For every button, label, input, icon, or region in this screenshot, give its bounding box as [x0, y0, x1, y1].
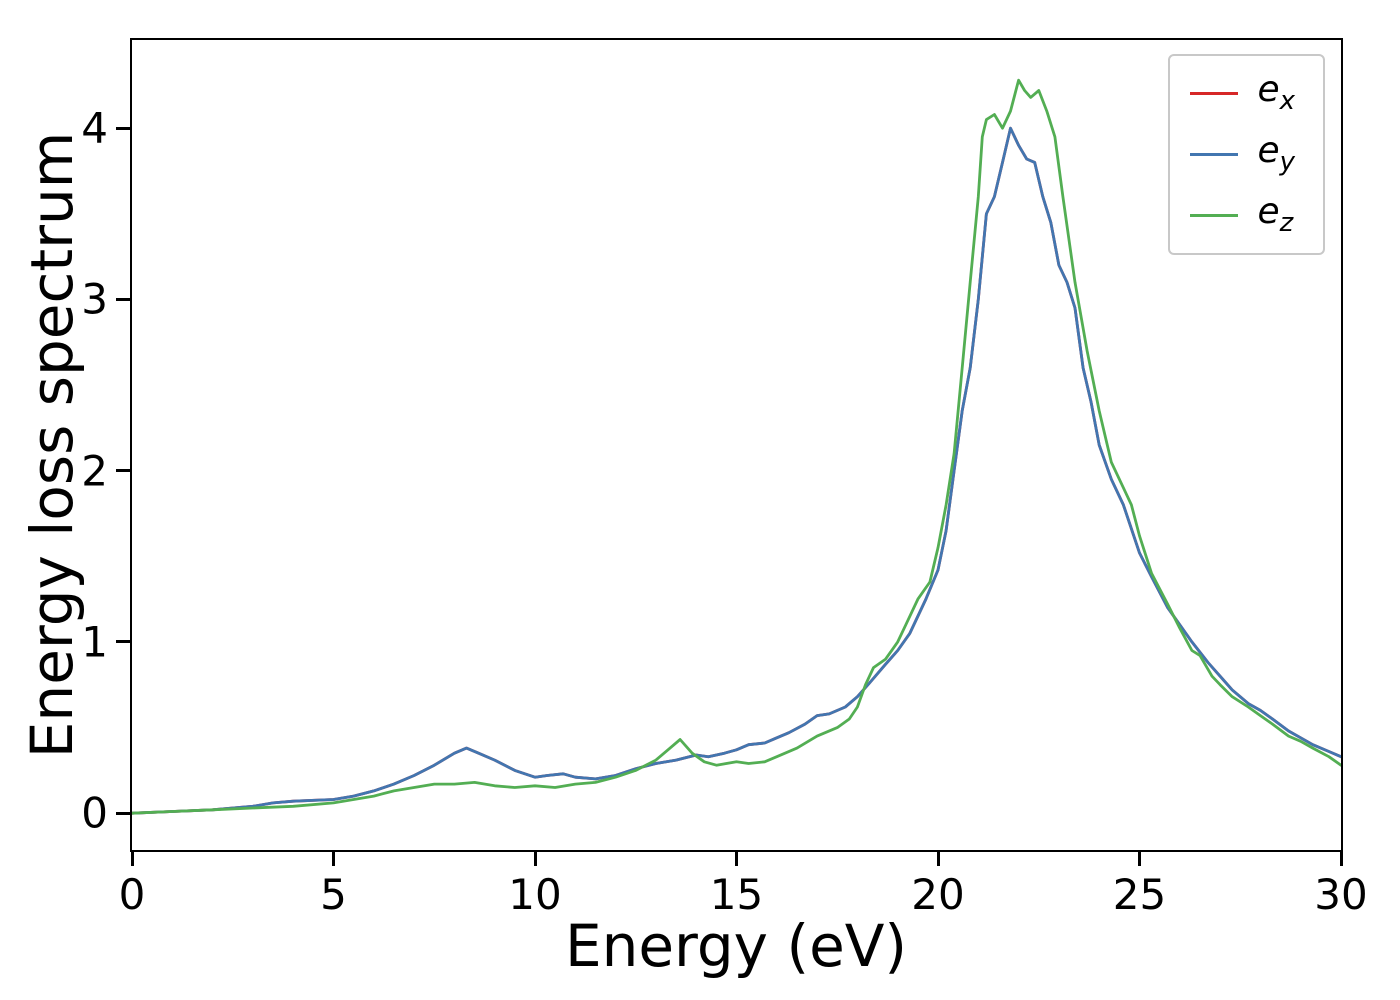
chart-curves [132, 78, 1341, 815]
y-axis-label: Energy loss spectrum [18, 131, 86, 759]
x-tick-label: 5 [320, 870, 347, 919]
y-tick-label: 0 [81, 788, 108, 838]
x-tick [130, 852, 134, 866]
legend-swatch-ey [1189, 153, 1238, 157]
x-tick [533, 852, 537, 866]
y-tick-label: 4 [81, 103, 108, 153]
legend: ex ey ez [1167, 54, 1325, 256]
x-axis-label: Energy (eV) [564, 912, 908, 980]
x-tick [1339, 852, 1343, 866]
x-tick [735, 852, 738, 866]
x-tick-label: 15 [709, 870, 764, 919]
x-tick-label: 25 [1112, 870, 1167, 919]
legend-swatch-ez [1189, 214, 1238, 218]
plot-area: ex ey ez [130, 38, 1343, 852]
y-tick-label: 1 [81, 617, 108, 667]
legend-label-ey: ey [1257, 130, 1296, 178]
series-line-e_z [132, 78, 1341, 815]
legend-swatch-ex [1189, 92, 1238, 96]
x-tick-label: 0 [118, 870, 146, 919]
x-tick [1138, 852, 1141, 866]
legend-item-ey: ey [1189, 130, 1296, 178]
y-tick [116, 126, 130, 130]
legend-item-ex: ex [1189, 69, 1296, 117]
y-tick [116, 640, 130, 644]
x-tick-label: 10 [508, 870, 562, 919]
y-tick [116, 469, 130, 473]
x-tick-label: 20 [911, 870, 965, 919]
x-tick [332, 852, 335, 866]
x-tick [936, 852, 940, 866]
y-tick-label: 3 [81, 274, 108, 324]
x-tick-label: 30 [1314, 870, 1368, 919]
series-line-e_x [132, 126, 1341, 815]
legend-item-ez: ez [1189, 191, 1296, 239]
y-tick [116, 297, 130, 301]
legend-label-ez: ez [1257, 191, 1294, 239]
y-tick [116, 811, 130, 815]
legend-label-ex: ex [1257, 69, 1296, 117]
series-line-e_y [132, 126, 1341, 815]
y-tick-label: 2 [81, 446, 108, 496]
